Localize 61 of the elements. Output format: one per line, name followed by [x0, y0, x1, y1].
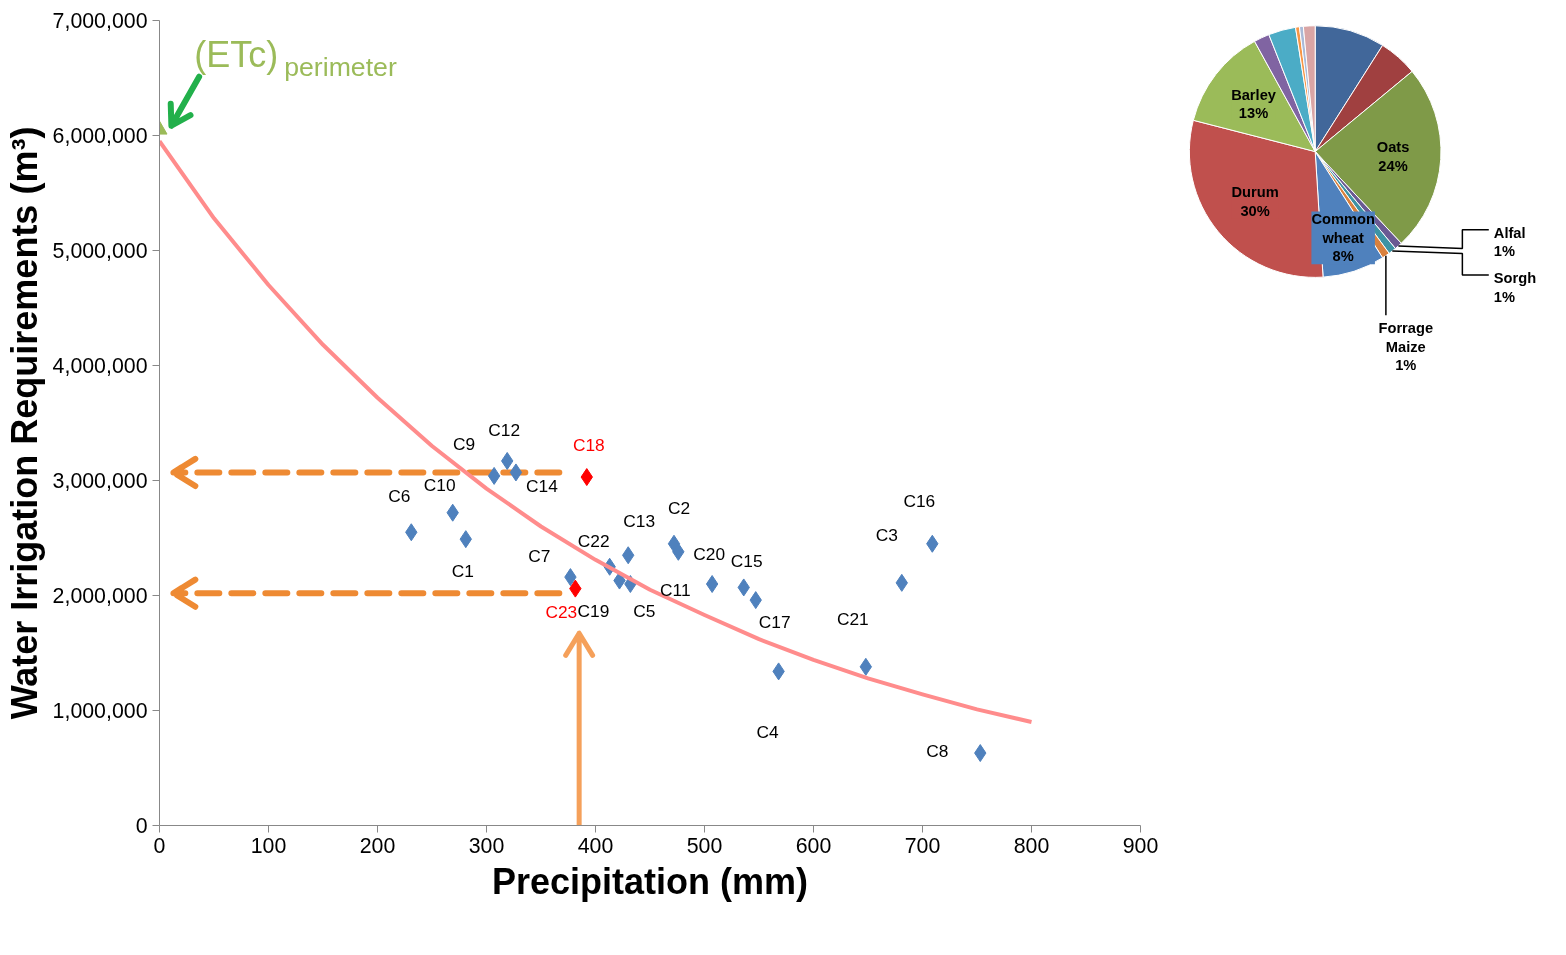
annotation: C1 [451, 561, 474, 582]
annotation: C18 [572, 435, 605, 456]
x-tick-label: 200 [359, 833, 396, 858]
x-tick-label: 600 [795, 833, 832, 858]
annotation: C23 [545, 601, 578, 622]
y-tick-label: 7,000,000 [52, 9, 148, 33]
data-label: 8% [1332, 248, 1354, 265]
annotation: C19 [577, 600, 610, 621]
y-tick-label: 6,000,000 [52, 124, 148, 148]
x-tick-label: 0 [153, 833, 166, 858]
slice-label: Barley [1231, 86, 1277, 103]
slice-label: Oats [1376, 139, 1410, 156]
annotation: C10 [423, 474, 456, 495]
data-label: 13% [1238, 104, 1269, 121]
annotation: C4 [756, 722, 780, 743]
x-tick-label: 400 [577, 833, 614, 858]
annotation: C2 [667, 497, 691, 518]
data-label: 1% [1493, 288, 1516, 305]
slice-label: Forrage Maize [1378, 320, 1434, 355]
x-tick-label: 700 [904, 833, 941, 858]
slice-label: Common wheat [1311, 211, 1375, 246]
annotation: C16 [903, 490, 936, 511]
data-label: 30% [1240, 202, 1270, 219]
x-tick-label: 800 [1013, 833, 1050, 858]
annotation: C14 [526, 476, 559, 497]
y-axis-title: Water Irrigation Requirements (m³) [3, 126, 45, 720]
y-tick-label: 2,000,000 [52, 584, 148, 608]
annotation: C15 [730, 551, 763, 572]
y-tick-label: 5,000,000 [52, 239, 148, 263]
y-tick-label: 4,000,000 [52, 354, 148, 378]
annotation: C11 [660, 579, 691, 600]
slice-label: Alfal [1493, 225, 1526, 242]
annotation: C8 [926, 741, 949, 762]
data-label: 1% [1493, 243, 1516, 260]
x-tick-label: 100 [250, 833, 287, 858]
point [487, 466, 501, 485]
annotation: C5 [633, 601, 656, 621]
x-tick-label: 300 [468, 833, 505, 858]
line-series [159, 139, 1034, 724]
point [705, 575, 719, 593]
x-tick-label: 500 [686, 833, 723, 858]
annotation: C6 [388, 486, 411, 507]
data-label: 1% [1395, 357, 1417, 374]
point [509, 463, 523, 482]
annotation: C17 [758, 612, 791, 633]
annotation: C20 [693, 544, 726, 564]
x-tick-label: 900 [1122, 833, 1159, 858]
slice-label: Durum [1231, 184, 1279, 201]
annotation: C21 [836, 608, 869, 629]
y-tick-label: 3,000,000 [52, 469, 148, 493]
annotation: C22 [577, 530, 610, 551]
annotation: C12 [488, 419, 521, 440]
annotation: C7 [528, 546, 551, 567]
y-tick-label: 1,000,000 [52, 699, 148, 723]
y-tick-label: 0 [135, 814, 148, 838]
annotation: C3 [875, 524, 898, 545]
data-label: 24% [1378, 157, 1408, 174]
x-axis-title: Precipitation (mm) [491, 860, 809, 902]
annotation: C13 [623, 511, 656, 532]
annotation: C9 [453, 433, 476, 454]
slice-label: Sorgh [1493, 270, 1537, 287]
